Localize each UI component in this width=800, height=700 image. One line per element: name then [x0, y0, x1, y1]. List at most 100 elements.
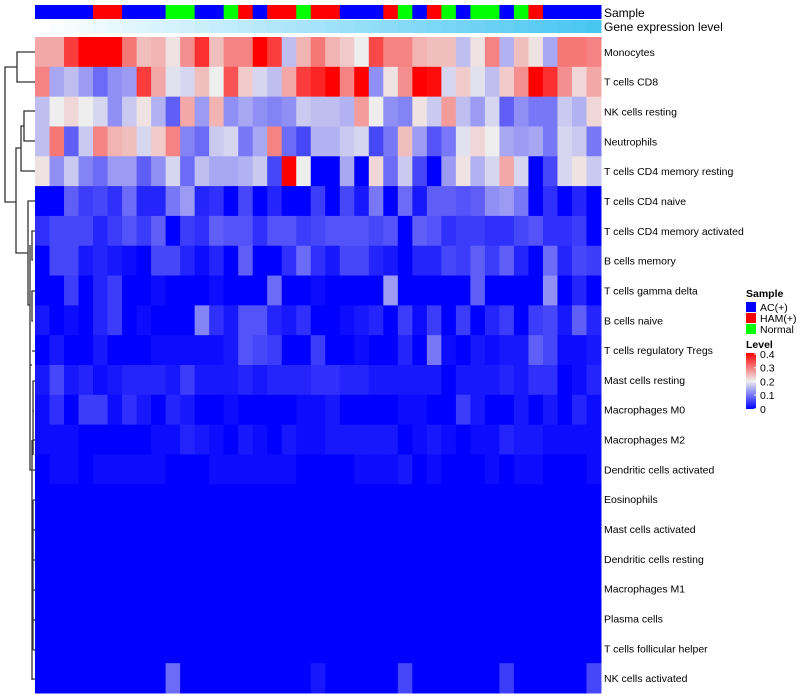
heatmap-cell	[93, 305, 109, 336]
row-label: T cells CD4 naive	[604, 196, 686, 208]
heatmap-cell	[267, 663, 283, 694]
heatmap-cell	[571, 215, 587, 247]
heatmap-cell	[455, 305, 471, 336]
heatmap-cell	[194, 365, 210, 396]
heatmap-cell	[252, 215, 268, 247]
heatmap-cell	[136, 245, 152, 277]
heatmap-cell	[223, 543, 239, 575]
heatmap-cell	[557, 335, 573, 366]
heatmap-cell	[296, 663, 312, 694]
heatmap-cell	[383, 275, 399, 306]
heatmap-cell	[281, 126, 297, 157]
heatmap-cell	[426, 365, 442, 396]
heatmap-cell	[122, 186, 138, 217]
legend-level-title: Level	[746, 339, 773, 351]
sample-annotation-cell	[542, 5, 558, 19]
heatmap-cell	[165, 156, 181, 187]
heatmap-cell	[35, 633, 51, 664]
heatmap-cell	[151, 245, 167, 277]
heatmap-cell	[310, 156, 326, 187]
heatmap-cell	[441, 543, 457, 575]
heatmap-cell	[368, 275, 384, 306]
heatmap-cell	[339, 484, 355, 515]
heatmap-cell	[513, 245, 529, 277]
heatmap-cell	[267, 633, 283, 664]
legend-swatch	[746, 324, 756, 334]
heatmap-cell	[354, 305, 370, 336]
heatmap-cell	[78, 365, 94, 396]
heatmap-cell	[49, 126, 65, 157]
gene-expression-annotation-bar	[35, 20, 602, 33]
heatmap-cell	[339, 454, 355, 485]
heatmap-cell	[528, 37, 544, 68]
heatmap-cell	[455, 543, 471, 575]
heatmap-cell	[107, 633, 123, 664]
heatmap-cell	[281, 335, 297, 366]
heatmap-cell	[383, 126, 399, 157]
gene-annotation-cell	[281, 20, 297, 33]
level-tick-label: 0.4	[760, 349, 775, 361]
heatmap-cell	[180, 484, 196, 515]
heatmap-cell	[252, 186, 268, 217]
heatmap-cell	[542, 305, 558, 336]
heatmap-cell	[484, 663, 500, 694]
gene-annotation-cell	[470, 20, 486, 33]
heatmap-cell	[296, 126, 312, 157]
heatmap-cell	[513, 365, 529, 396]
heatmap-cell	[93, 365, 109, 396]
heatmap-cell	[586, 275, 602, 306]
row-label: Macrophages M1	[604, 584, 685, 596]
heatmap-cell	[49, 96, 65, 127]
heatmap-cell	[35, 215, 51, 247]
heatmap-cell	[470, 156, 486, 187]
heatmap-cell	[165, 126, 181, 157]
heatmap-cell	[455, 424, 471, 455]
heatmap-cell	[383, 305, 399, 336]
heatmap-cell	[397, 245, 413, 277]
heatmap-cell	[586, 245, 602, 277]
heatmap-cell	[93, 96, 109, 127]
sample-annotation-cell	[209, 5, 225, 19]
heatmap-cell	[107, 275, 123, 306]
gene-annotation-cell	[354, 20, 370, 33]
heatmap-cell	[296, 215, 312, 247]
heatmap-cell	[136, 275, 152, 306]
heatmap-cell	[528, 305, 544, 336]
sample-annotation-cell	[296, 5, 312, 19]
heatmap-cell	[310, 543, 326, 575]
heatmap-cell	[296, 573, 312, 605]
heatmap-cell	[325, 275, 341, 306]
heatmap-cell	[412, 365, 428, 396]
heatmap-cell	[223, 365, 239, 396]
heatmap-cell	[557, 156, 573, 187]
heatmap-cell	[586, 454, 602, 485]
heatmap-cell	[49, 543, 65, 575]
heatmap-cell	[93, 245, 109, 277]
heatmap-cell	[180, 37, 196, 68]
heatmap-cell	[528, 543, 544, 575]
heatmap-cell	[223, 66, 239, 98]
heatmap-cell	[93, 663, 109, 694]
gene-annotation-cell	[223, 20, 239, 33]
heatmap-cell	[368, 514, 384, 545]
heatmap-cell	[455, 663, 471, 694]
heatmap-cell	[441, 66, 457, 98]
heatmap-cell	[252, 573, 268, 605]
heatmap-cell	[49, 394, 65, 426]
heatmap-cell	[484, 454, 500, 485]
level-tick-label: 0.1	[760, 390, 775, 402]
row-label: B cells naive	[604, 315, 663, 327]
heatmap-cell	[107, 305, 123, 336]
heatmap-cell	[412, 573, 428, 605]
sample-annotation-cell	[441, 5, 457, 19]
heatmap-cell	[528, 484, 544, 515]
heatmap-cell	[426, 603, 442, 634]
gene-annotation-cell	[35, 20, 51, 33]
heatmap-cells	[35, 37, 602, 694]
heatmap-cell	[528, 394, 544, 426]
heatmap-cell	[499, 394, 515, 426]
row-label: Plasma cells	[604, 613, 663, 625]
heatmap-cell	[426, 245, 442, 277]
heatmap-cell	[238, 484, 254, 515]
heatmap-cell	[339, 245, 355, 277]
